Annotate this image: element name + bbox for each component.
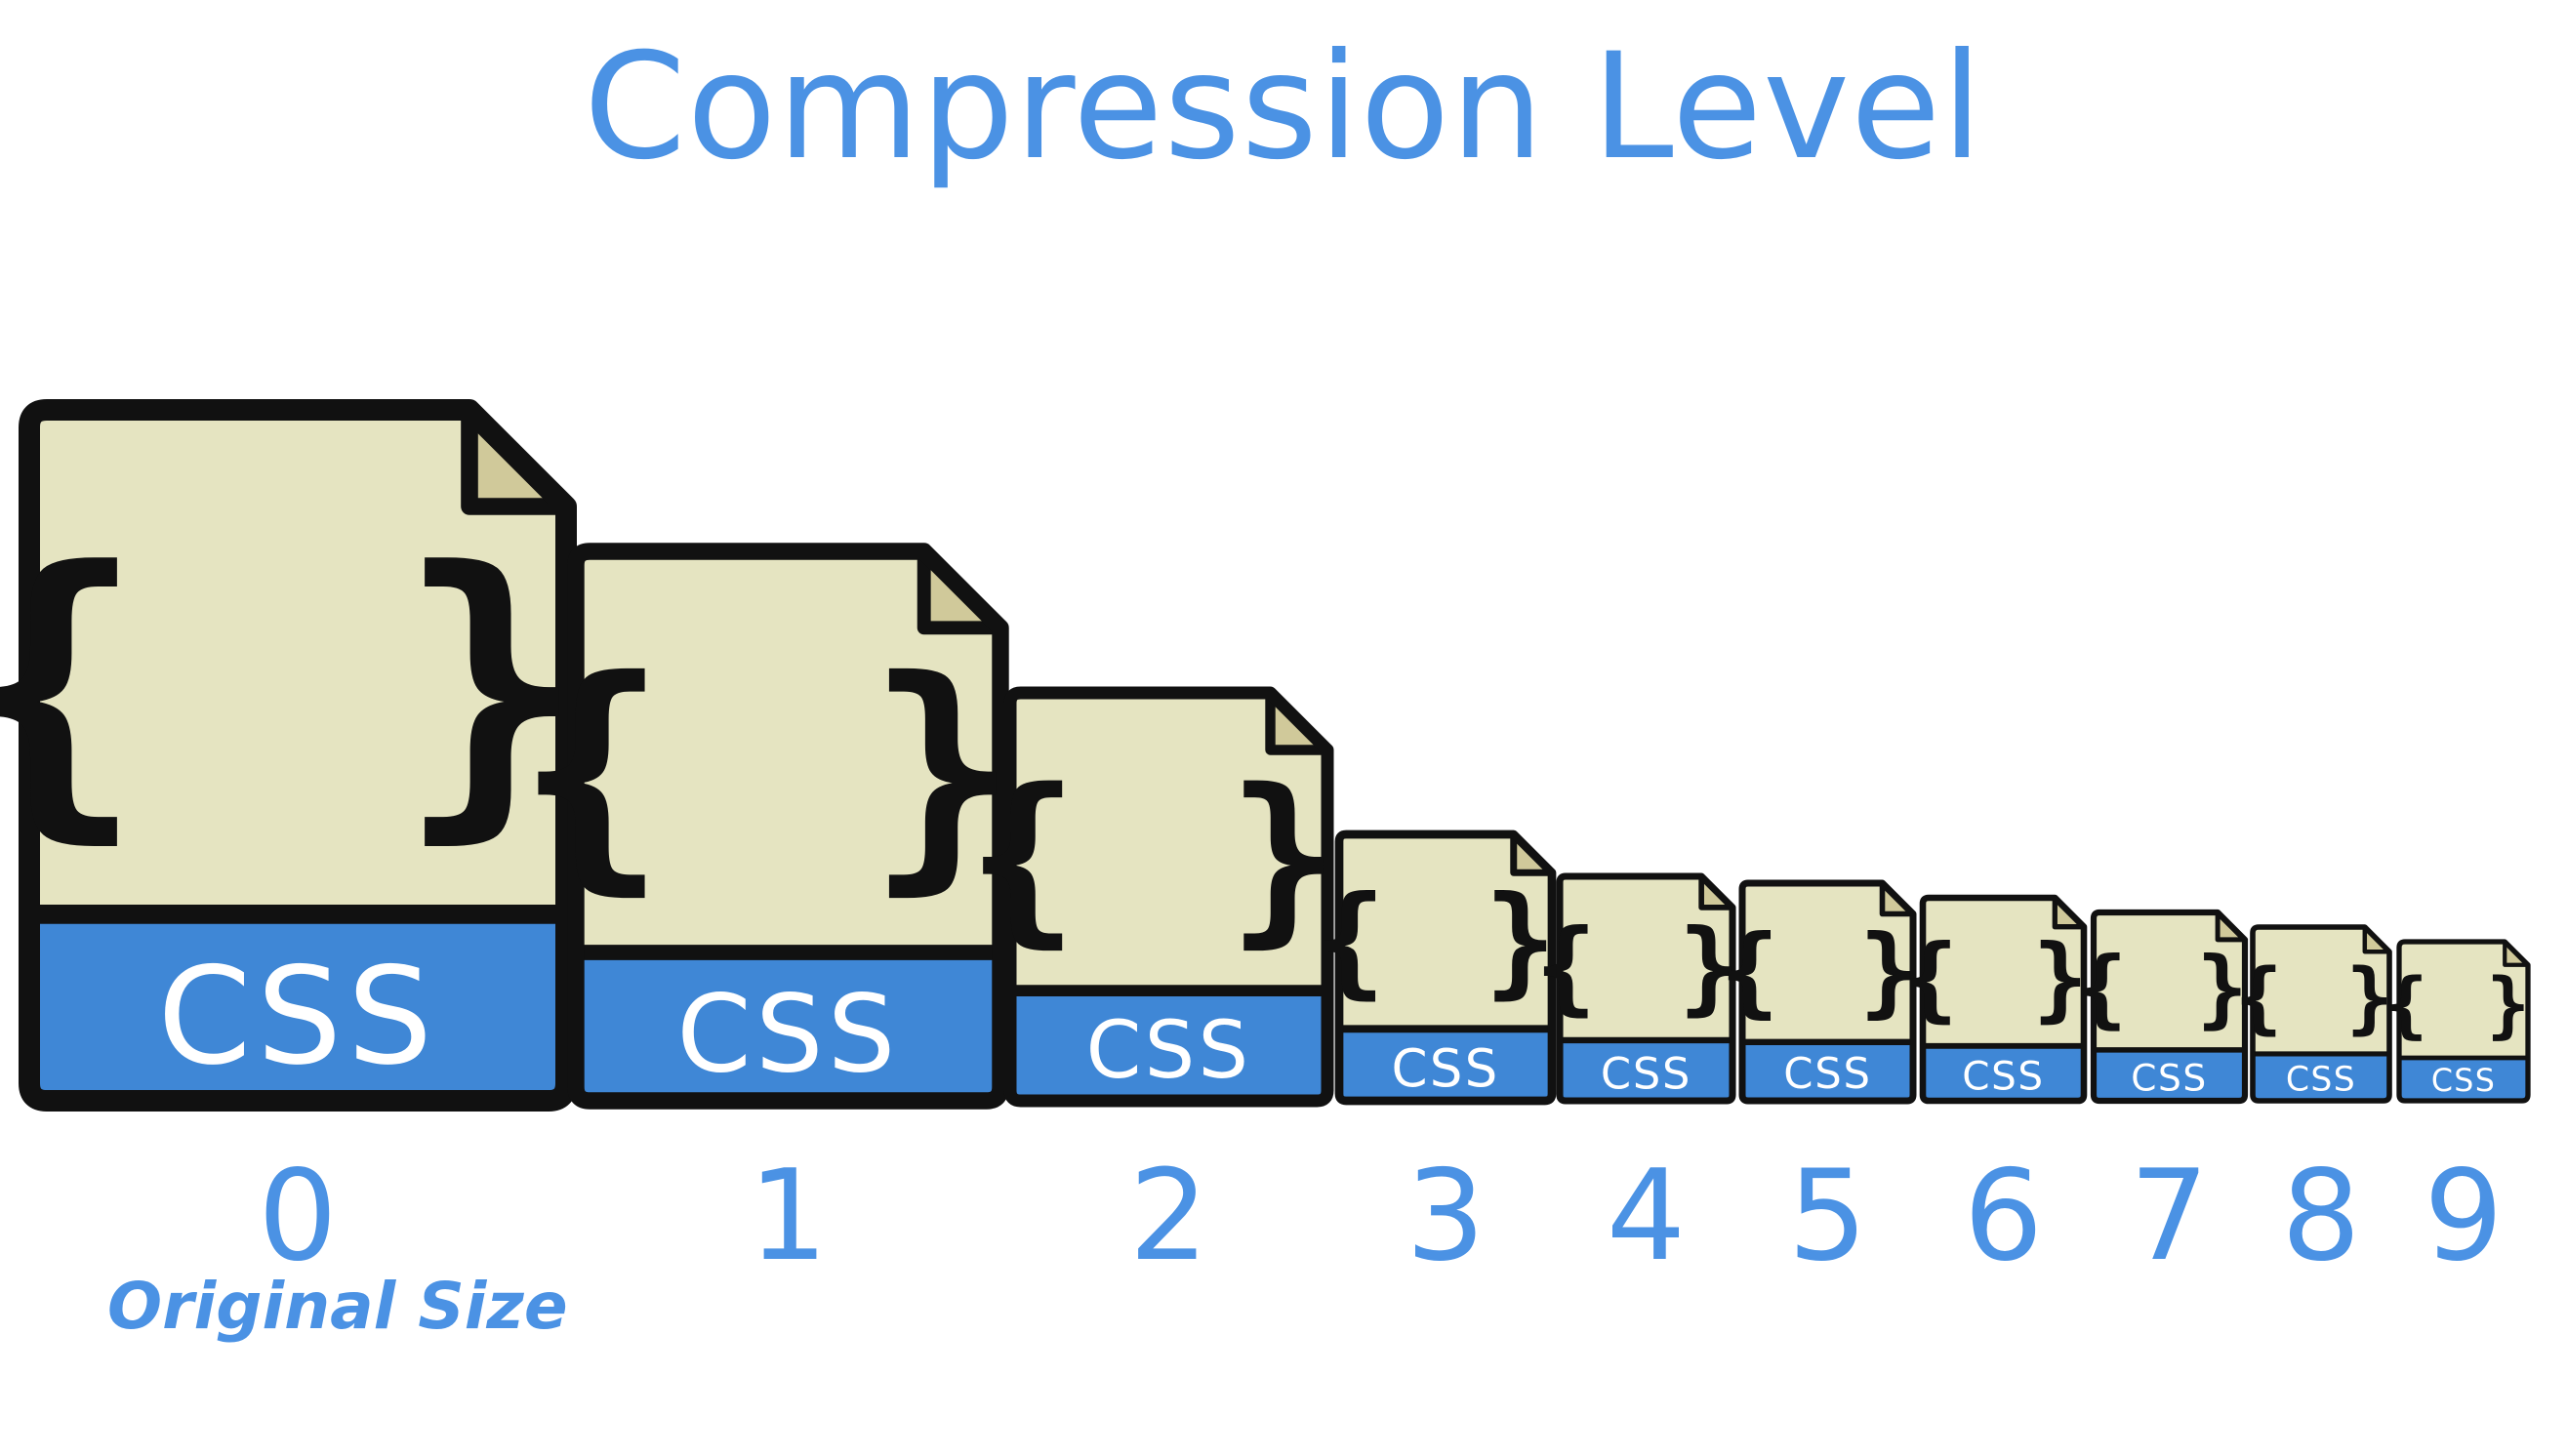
original-size-caption: Original Size	[107, 1269, 568, 1344]
braces-glyph: { }	[1313, 871, 1569, 1012]
css-file-icon: { } CSS	[2384, 939, 2538, 1104]
file-band	[576, 951, 1000, 1101]
level-number: 7	[2130, 1144, 2209, 1289]
level-number: 8	[2281, 1144, 2360, 1289]
level-number: 1	[749, 1144, 828, 1289]
file-outline	[19, 399, 577, 1112]
file-outline	[1919, 894, 2088, 1105]
level-number: 5	[1788, 1144, 1867, 1289]
css-file-icon: { } CSS	[0, 399, 618, 1112]
level-number: 6	[1964, 1144, 2043, 1289]
file-band	[2253, 1053, 2389, 1101]
css-label: CSS	[1601, 1048, 1691, 1100]
file-outline	[567, 543, 1009, 1110]
level-number: 9	[2424, 1144, 2503, 1289]
braces-glyph: { }	[1720, 913, 1929, 1029]
page-title: Compression Level	[584, 22, 1983, 192]
css-label: CSS	[1086, 1005, 1252, 1097]
file-outline	[1003, 686, 1334, 1108]
file-outline	[1556, 872, 1736, 1105]
css-file-icon: { } CSS	[1720, 879, 1929, 1105]
braces-glyph: { }	[2384, 964, 2538, 1047]
css-file-icon: { } CSS	[1313, 829, 1569, 1106]
level-number: 3	[1406, 1144, 1485, 1289]
css-file-icon: { } CSS	[967, 686, 1358, 1108]
file-band	[1560, 1039, 1732, 1101]
file-outline	[2090, 909, 2249, 1105]
file-band	[2094, 1049, 2245, 1101]
braces-glyph: { }	[1535, 907, 1750, 1026]
css-file-icon: { } CSS	[2076, 909, 2258, 1105]
css-label: CSS	[1783, 1050, 1872, 1099]
css-label: CSS	[2131, 1057, 2207, 1100]
css-file-icon: { } CSS	[1535, 872, 1750, 1105]
braces-glyph: { }	[517, 627, 1043, 917]
file-band	[1010, 991, 1327, 1101]
level-number: 4	[1607, 1144, 1686, 1289]
level-number: 0	[258, 1144, 337, 1289]
braces-glyph: { }	[2076, 938, 2258, 1037]
css-label: CSS	[1392, 1038, 1500, 1099]
css-label: CSS	[157, 939, 437, 1095]
braces-glyph: { }	[2235, 950, 2402, 1042]
file-band	[29, 913, 566, 1101]
file-band	[1923, 1045, 2084, 1101]
file-outline	[2250, 924, 2392, 1104]
css-file-icon: { } CSS	[517, 543, 1043, 1110]
file-outline	[1334, 829, 1557, 1106]
braces-glyph: { }	[1902, 926, 2098, 1032]
file-outline	[2396, 939, 2531, 1104]
file-band	[1339, 1029, 1552, 1101]
level-number: 2	[1129, 1144, 1208, 1289]
css-file-icon: { } CSS	[1902, 894, 2098, 1105]
braces-glyph: { }	[0, 506, 618, 870]
css-file-icon: { } CSS	[2235, 924, 2402, 1104]
file-band	[1742, 1041, 1913, 1101]
file-band	[2399, 1057, 2528, 1101]
css-label: CSS	[1962, 1053, 2045, 1100]
braces-glyph: { }	[967, 748, 1358, 964]
css-label: CSS	[2286, 1060, 2356, 1099]
css-label: CSS	[676, 972, 899, 1097]
file-outline	[1738, 879, 1917, 1105]
css-label: CSS	[2431, 1064, 2496, 1099]
